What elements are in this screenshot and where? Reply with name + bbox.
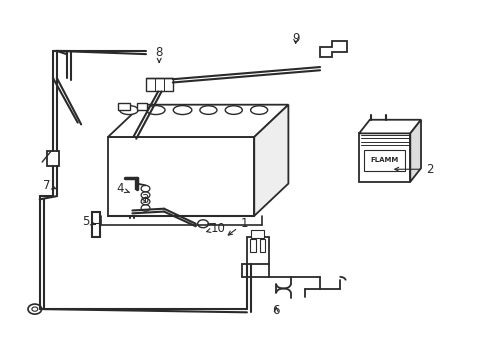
Ellipse shape bbox=[200, 106, 217, 114]
Text: 7: 7 bbox=[43, 179, 56, 192]
Text: 3: 3 bbox=[141, 193, 148, 206]
Polygon shape bbox=[108, 105, 288, 137]
Text: 9: 9 bbox=[291, 32, 299, 45]
Bar bbox=[118, 103, 130, 110]
Bar bbox=[358, 134, 409, 182]
Bar bbox=[246, 237, 268, 264]
Polygon shape bbox=[47, 151, 59, 166]
Text: FLAMM: FLAMM bbox=[370, 157, 398, 163]
Circle shape bbox=[197, 220, 208, 228]
Text: 8: 8 bbox=[155, 46, 163, 62]
Bar bbox=[137, 103, 147, 110]
Polygon shape bbox=[358, 120, 420, 134]
Polygon shape bbox=[409, 120, 420, 182]
Ellipse shape bbox=[225, 106, 242, 114]
Ellipse shape bbox=[120, 105, 138, 114]
Text: 4: 4 bbox=[116, 183, 129, 195]
Bar bbox=[259, 239, 265, 252]
Polygon shape bbox=[254, 105, 288, 216]
Bar bbox=[363, 149, 405, 171]
Bar bbox=[92, 212, 100, 237]
Text: 5: 5 bbox=[82, 215, 95, 228]
Bar bbox=[250, 230, 264, 238]
Circle shape bbox=[28, 304, 41, 314]
Text: 1: 1 bbox=[228, 216, 248, 235]
Polygon shape bbox=[320, 41, 346, 57]
Ellipse shape bbox=[146, 105, 164, 114]
Text: 2: 2 bbox=[394, 163, 433, 176]
Text: 10: 10 bbox=[206, 222, 224, 235]
Bar bbox=[249, 239, 255, 252]
Bar bbox=[108, 137, 254, 216]
Ellipse shape bbox=[173, 105, 191, 114]
Text: 6: 6 bbox=[272, 305, 279, 318]
Bar bbox=[146, 78, 172, 91]
Circle shape bbox=[32, 307, 38, 311]
Ellipse shape bbox=[250, 106, 267, 114]
